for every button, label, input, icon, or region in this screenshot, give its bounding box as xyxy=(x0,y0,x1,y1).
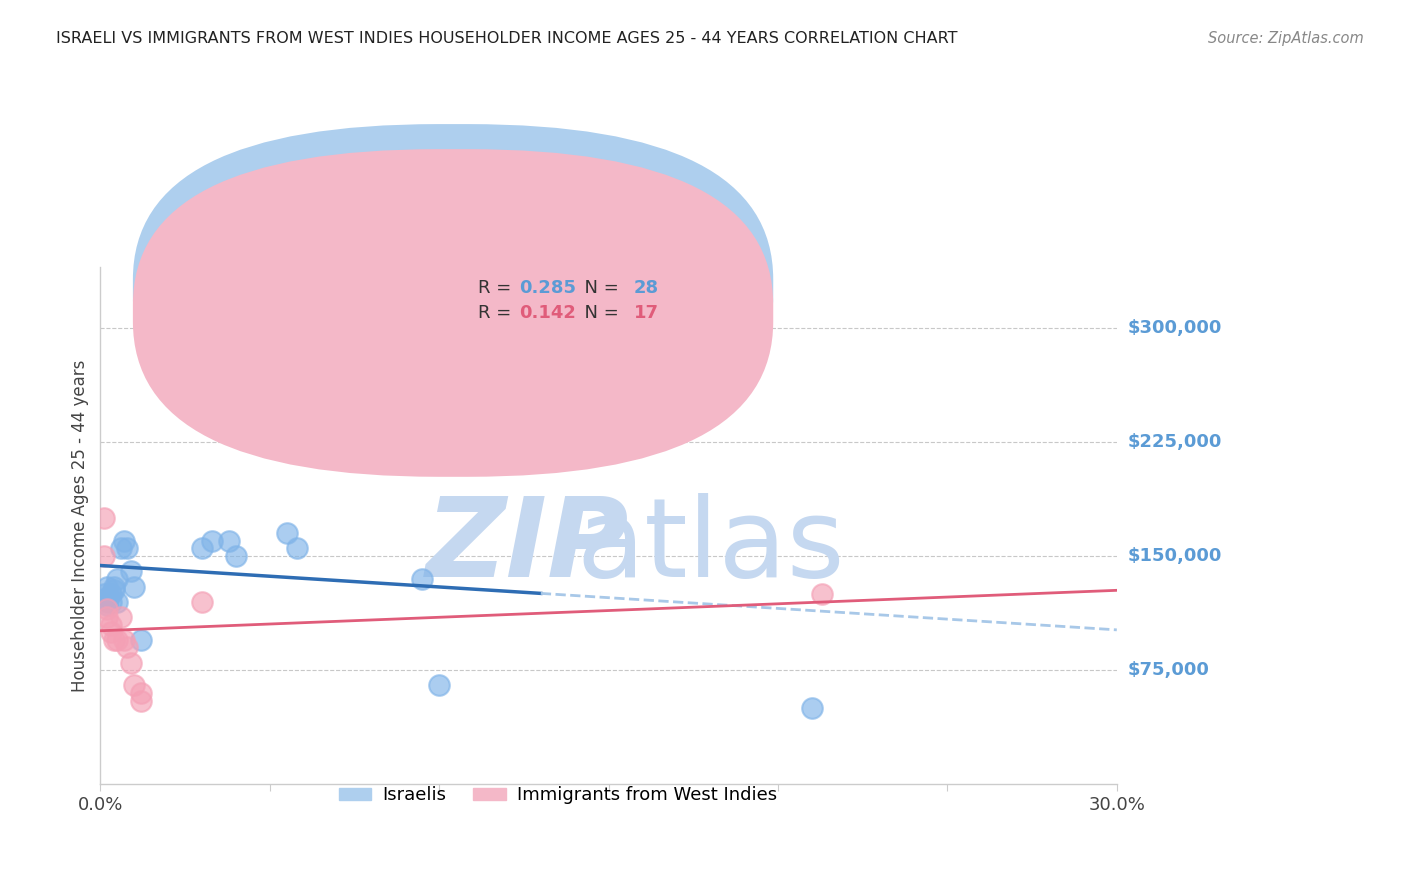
Point xyxy=(309,382,332,396)
Point xyxy=(93,587,115,601)
Point xyxy=(100,587,122,601)
Text: N =: N = xyxy=(574,304,624,322)
Point xyxy=(105,595,128,609)
Y-axis label: Householder Income Ages 25 - 44 years: Householder Income Ages 25 - 44 years xyxy=(72,359,89,692)
Point xyxy=(427,678,450,692)
Point xyxy=(112,533,135,548)
Point xyxy=(100,617,122,632)
Point xyxy=(93,549,115,563)
Legend: Israelis, Immigrants from West Indies: Israelis, Immigrants from West Indies xyxy=(332,780,785,812)
Text: R =: R = xyxy=(478,304,517,322)
Text: $150,000: $150,000 xyxy=(1128,547,1222,565)
Point xyxy=(100,625,122,640)
Point xyxy=(103,632,125,647)
Point xyxy=(129,694,152,708)
Point xyxy=(105,572,128,586)
Point xyxy=(110,541,132,556)
Text: $300,000: $300,000 xyxy=(1128,318,1222,336)
Text: 17: 17 xyxy=(634,304,659,322)
Text: 28: 28 xyxy=(634,279,659,297)
Text: 0.285: 0.285 xyxy=(519,279,576,297)
Text: 0.142: 0.142 xyxy=(519,304,576,322)
Text: $225,000: $225,000 xyxy=(1128,433,1222,450)
Point xyxy=(103,580,125,594)
Point xyxy=(319,412,342,426)
Text: ISRAELI VS IMMIGRANTS FROM WEST INDIES HOUSEHOLDER INCOME AGES 25 - 44 YEARS COR: ISRAELI VS IMMIGRANTS FROM WEST INDIES H… xyxy=(56,31,957,46)
FancyBboxPatch shape xyxy=(134,149,773,477)
Point xyxy=(117,640,139,655)
Point xyxy=(225,549,247,563)
FancyBboxPatch shape xyxy=(426,272,731,329)
Point xyxy=(129,686,152,700)
Point xyxy=(122,580,145,594)
Point xyxy=(276,526,298,541)
Point xyxy=(93,511,115,525)
Point xyxy=(100,595,122,609)
Text: Source: ZipAtlas.com: Source: ZipAtlas.com xyxy=(1208,31,1364,46)
Point xyxy=(122,678,145,692)
Point xyxy=(285,541,308,556)
Point xyxy=(411,572,433,586)
Point xyxy=(117,541,139,556)
Point xyxy=(120,656,142,670)
Point xyxy=(129,632,152,647)
Point xyxy=(218,533,240,548)
Text: ZIP: ZIP xyxy=(426,492,628,599)
Point xyxy=(93,591,115,606)
Point xyxy=(800,701,823,715)
Point xyxy=(811,587,834,601)
Point xyxy=(112,632,135,647)
Point xyxy=(201,533,224,548)
Point xyxy=(96,598,118,612)
Text: N =: N = xyxy=(574,279,624,297)
Text: atlas: atlas xyxy=(576,492,845,599)
Point xyxy=(191,595,214,609)
Point xyxy=(191,541,214,556)
FancyBboxPatch shape xyxy=(134,124,773,451)
Text: R =: R = xyxy=(478,279,517,297)
Point xyxy=(96,580,118,594)
Text: $75,000: $75,000 xyxy=(1128,661,1209,679)
Point xyxy=(96,595,118,609)
Point xyxy=(110,610,132,624)
Point xyxy=(105,632,128,647)
Point xyxy=(96,602,118,616)
Point xyxy=(96,610,118,624)
Point xyxy=(120,564,142,578)
Point xyxy=(103,582,125,597)
